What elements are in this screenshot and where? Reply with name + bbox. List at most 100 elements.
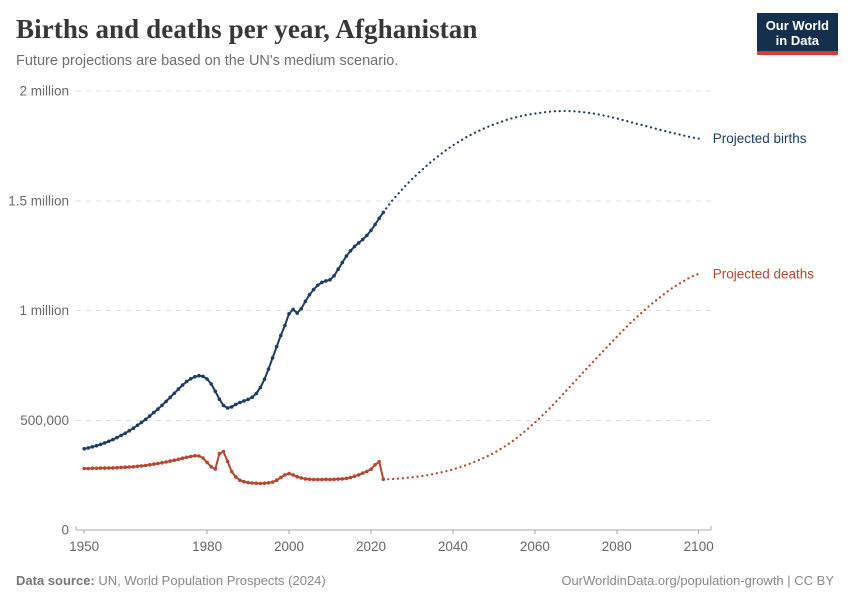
- deaths-data-point: [94, 466, 99, 471]
- births-data-point: [94, 443, 99, 448]
- births-data-point: [217, 397, 222, 402]
- deaths-data-point: [139, 464, 144, 468]
- deaths-data-point: [213, 467, 218, 471]
- y-axis-tick-label: 1 million: [19, 303, 69, 318]
- deaths-data-point: [168, 459, 172, 463]
- births-data-point: [164, 399, 168, 404]
- births-data-point: [156, 407, 160, 411]
- owid-logo-line1: Our World: [765, 18, 829, 33]
- chart-canvas[interactable]: 0 500,000 1 million 1.5 million 2 million 195…: [0, 0, 850, 565]
- data-source: Data source: UN, World Population Prospe…: [16, 573, 326, 588]
- deaths-data-point: [143, 463, 148, 468]
- births-data-point: [307, 292, 312, 297]
- births-data-point: [143, 417, 148, 422]
- births-data-point: [291, 307, 295, 312]
- births-data-point: [336, 267, 341, 272]
- births-data-point: [209, 382, 213, 386]
- births-data-point: [193, 375, 197, 379]
- deaths-data-point: [197, 454, 201, 458]
- births-data-point: [234, 402, 238, 407]
- deaths-data-point: [369, 467, 373, 472]
- deaths-data-point: [311, 477, 316, 482]
- deaths-data-point: [90, 466, 95, 471]
- deaths-data-point: [156, 461, 160, 466]
- births-data-point: [119, 433, 123, 438]
- births-data-point: [377, 216, 382, 221]
- births-data-point: [111, 437, 115, 442]
- births-data-point: [373, 222, 377, 227]
- births-data-point: [303, 299, 308, 304]
- births-data-point: [107, 439, 111, 444]
- births-data-point: [176, 387, 181, 391]
- births-line-projection: [382, 109, 700, 214]
- deaths-data-point: [303, 477, 308, 481]
- births-data-point: [82, 447, 86, 451]
- deaths-data-point: [324, 477, 328, 482]
- deaths-data-point: [131, 465, 136, 469]
- deaths-data-point: [188, 454, 193, 459]
- births-data-point: [356, 241, 361, 245]
- deaths-data-point: [352, 474, 357, 479]
- deaths-data-point: [242, 479, 246, 484]
- births-data-point: [213, 389, 218, 394]
- births-data-point: [221, 403, 226, 408]
- births-data-point: [184, 379, 189, 384]
- deaths-data-point: [193, 454, 197, 458]
- deaths-data-point: [283, 473, 287, 477]
- births-data-point: [98, 442, 103, 447]
- births-data-point: [332, 274, 336, 278]
- deaths-data-point: [234, 475, 238, 479]
- deaths-data-point: [246, 480, 250, 485]
- deaths-data-point: [135, 464, 140, 469]
- deaths-data-point: [279, 475, 283, 480]
- deaths-data-point: [315, 477, 320, 482]
- deaths-data-point: [295, 474, 300, 479]
- births-data-point: [242, 399, 246, 403]
- deaths-data-point: [287, 471, 291, 476]
- series-label-deaths: Projected deaths: [713, 266, 815, 281]
- deaths-data-point: [299, 476, 304, 480]
- deaths-data-point: [86, 466, 91, 471]
- deaths-data-point: [274, 478, 279, 483]
- births-data-point: [197, 373, 201, 378]
- deaths-data-point: [340, 477, 345, 481]
- births-data-point: [90, 445, 95, 449]
- deaths-data-point: [98, 466, 103, 470]
- deaths-data-point: [262, 481, 267, 486]
- births-data-point: [365, 233, 369, 238]
- births-data-point: [320, 280, 324, 285]
- deaths-data-point: [229, 469, 234, 474]
- births-data-point: [328, 278, 332, 282]
- births-data-point: [188, 377, 193, 381]
- deaths-data-point: [356, 473, 361, 477]
- deaths-data-point: [152, 462, 156, 466]
- deaths-line-projection: [382, 272, 700, 481]
- x-axis-tick-label: 1950: [69, 539, 99, 554]
- owid-logo[interactable]: Our World in Data: [756, 13, 838, 55]
- deaths-data-point: [123, 465, 127, 470]
- x-axis-tick-label: 2100: [684, 539, 714, 554]
- births-data-point: [324, 279, 328, 283]
- deaths-data-point: [307, 477, 312, 482]
- births-data-point: [340, 260, 345, 265]
- deaths-data-point: [82, 466, 86, 471]
- x-axis-tick-label: 2020: [356, 539, 386, 554]
- deaths-data-point: [111, 466, 115, 470]
- deaths-data-point: [147, 463, 152, 467]
- deaths-data-point: [119, 465, 123, 470]
- deaths-data-point: [266, 481, 271, 485]
- footer-link[interactable]: OurWorldinData.org/population-growth | C…: [561, 573, 834, 588]
- deaths-data-point: [201, 456, 205, 460]
- births-data-point: [295, 311, 300, 315]
- deaths-data-point: [172, 458, 177, 463]
- deaths-data-point: [107, 466, 111, 470]
- deaths-data-point: [254, 481, 259, 486]
- deaths-data-point: [225, 459, 230, 464]
- births-data-point: [287, 312, 291, 316]
- deaths-data-point: [176, 457, 181, 462]
- births-data-point: [270, 356, 275, 360]
- births-data-point: [266, 367, 271, 371]
- deaths-data-point: [217, 451, 222, 456]
- owid-logo-line2: in Data: [775, 33, 820, 48]
- births-data-point: [262, 377, 267, 382]
